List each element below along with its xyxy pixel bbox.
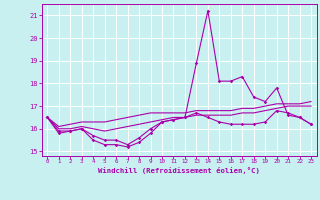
- X-axis label: Windchill (Refroidissement éolien,°C): Windchill (Refroidissement éolien,°C): [98, 167, 260, 174]
